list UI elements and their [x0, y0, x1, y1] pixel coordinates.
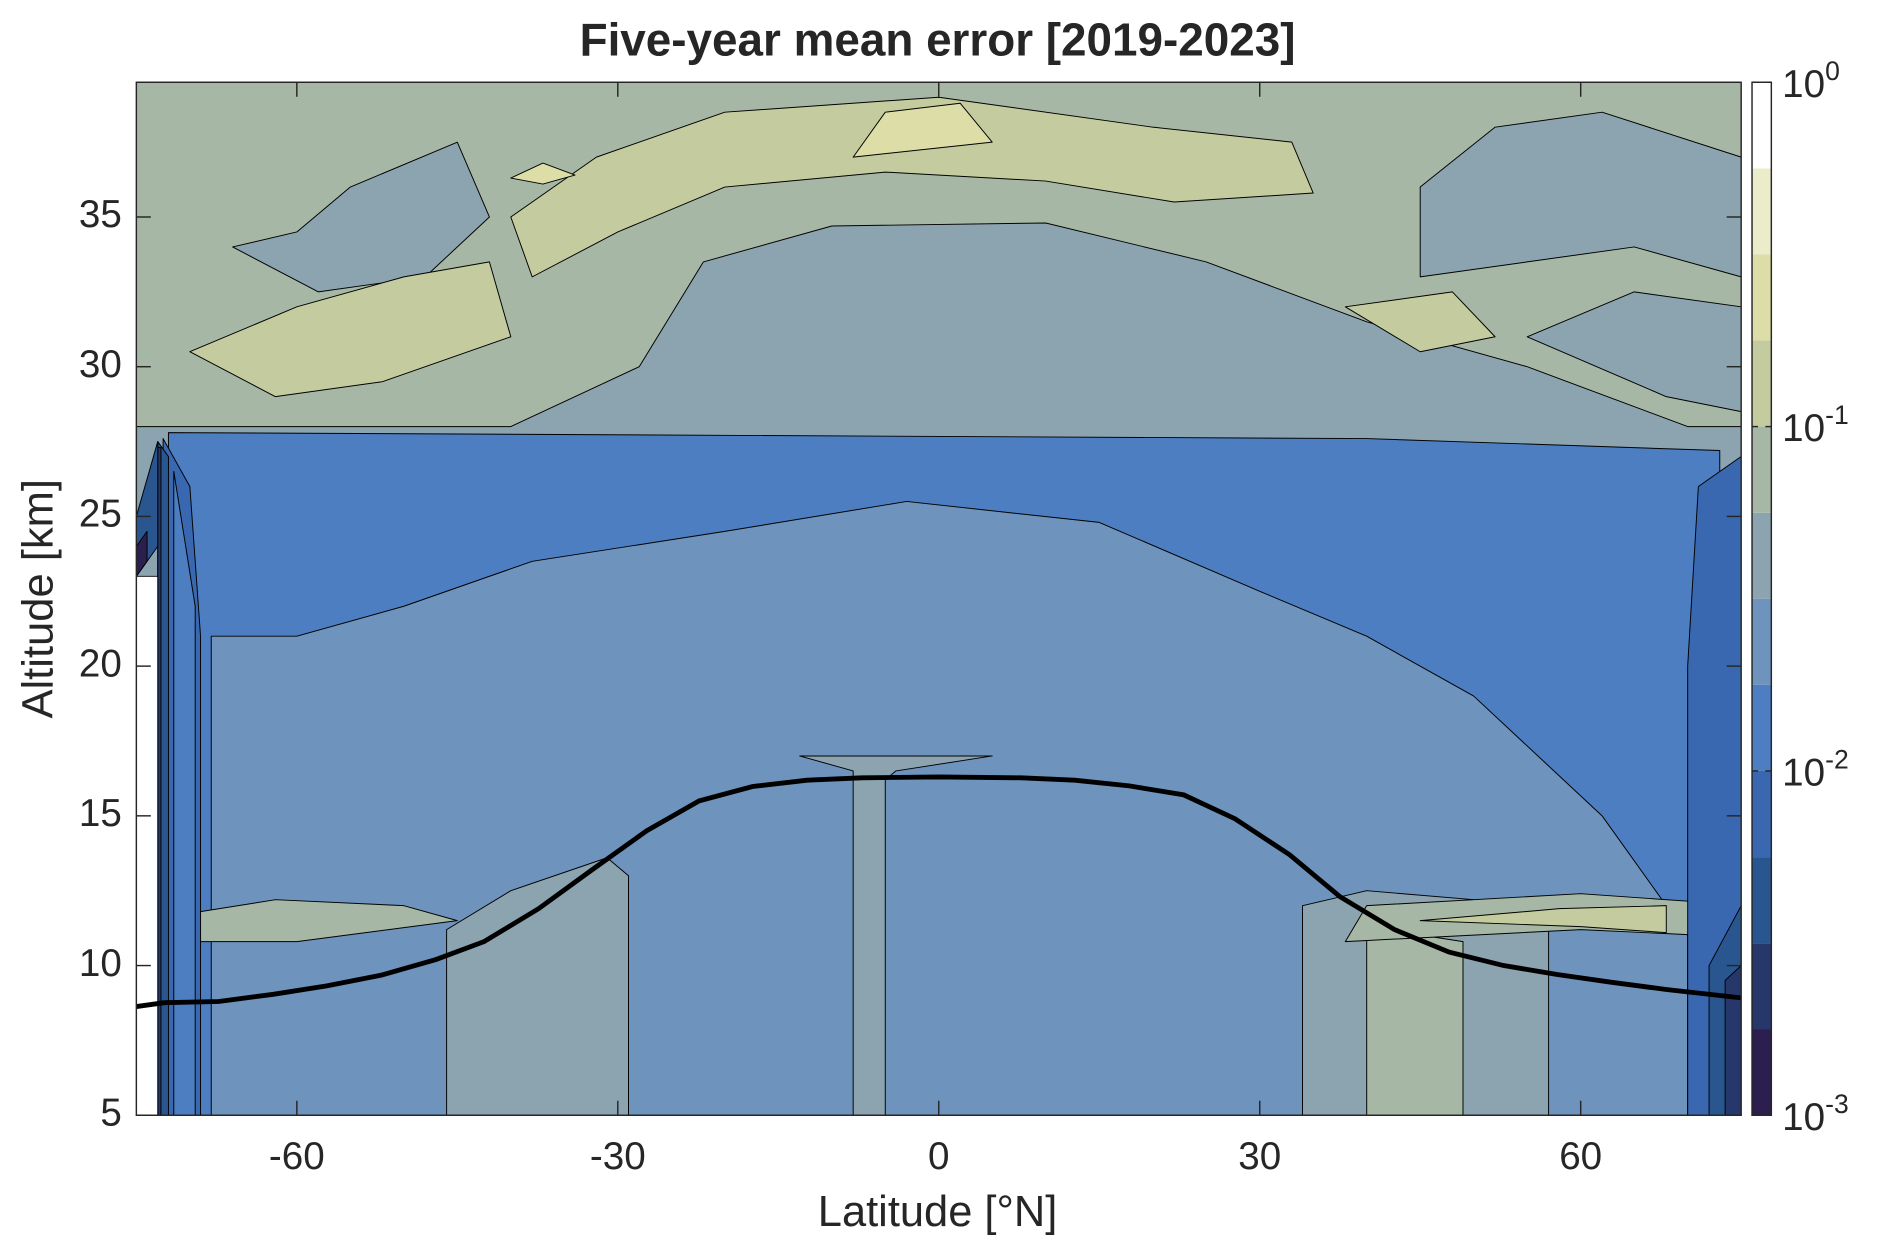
colorbar-tick-exponent: 0 — [1825, 56, 1840, 86]
contour-region — [510, 162, 576, 185]
contour-region — [1419, 905, 1667, 934]
colorbar-tick-base: 10 — [1782, 63, 1825, 106]
colorbar-tick-label: 100 — [1782, 56, 1840, 106]
colorbar-band — [1752, 857, 1772, 944]
contour-region — [232, 141, 490, 293]
x-tick-label: -60 — [269, 1135, 325, 1178]
contour-region — [136, 575, 159, 1116]
colorbar-band — [1752, 254, 1772, 341]
colorbar-band — [1752, 426, 1772, 513]
y-tick-label: 5 — [100, 1091, 121, 1134]
colorbar-tick-exponent: -3 — [1825, 1089, 1849, 1119]
y-tick-label: 35 — [79, 193, 122, 236]
contour-region — [1366, 926, 1464, 1116]
tropopause-line — [136, 774, 1742, 1009]
colorbar-band — [1752, 82, 1772, 169]
contour-region — [1419, 111, 1742, 278]
x-tick-label: 30 — [1238, 1135, 1281, 1178]
colorbar-band — [1752, 1029, 1772, 1116]
colorbar-band — [1752, 168, 1772, 255]
y-tick-label: 20 — [79, 642, 122, 685]
plot-area — [136, 82, 1742, 1116]
colorbar-band — [1752, 770, 1772, 858]
y-tick-label: 25 — [79, 493, 122, 536]
y-axis-label: Altitude [km] — [15, 479, 63, 719]
contour-region — [510, 96, 1314, 278]
colorbar-band — [1752, 598, 1772, 685]
colorbar-band — [1752, 340, 1772, 427]
colorbar-tick-base: 10 — [1782, 1096, 1825, 1139]
contour-region — [173, 471, 196, 1116]
y-tick-label: 30 — [79, 343, 122, 386]
contour-region — [1526, 291, 1742, 413]
colorbar-band — [1752, 943, 1772, 1030]
colorbar-tick-base: 10 — [1782, 407, 1825, 450]
x-tick-label: 60 — [1559, 1135, 1602, 1178]
colorbar-tick-base: 10 — [1782, 751, 1825, 794]
contour-region — [852, 102, 993, 158]
colorbar-tick-exponent: -1 — [1825, 400, 1849, 430]
chart-title: Five-year mean error [2019-2023] — [580, 14, 1296, 66]
colorbar-tick-label: 10-3 — [1782, 1089, 1849, 1139]
colorbar-tick-label: 10-1 — [1782, 400, 1849, 450]
colorbar-frame — [1751, 81, 1773, 1116]
contour-region — [189, 261, 512, 398]
x-tick-label: -30 — [590, 1135, 646, 1178]
contour-region — [799, 755, 993, 1116]
x-tick-label: 0 — [928, 1135, 949, 1178]
contour-region — [136, 530, 148, 577]
contour-region — [1724, 965, 1742, 1116]
colorbar-band — [1752, 512, 1772, 599]
x-axis-label: Latitude [°N] — [818, 1188, 1057, 1236]
contour-region — [1344, 291, 1496, 353]
colorbar-tick-label: 10-2 — [1782, 744, 1849, 794]
colorbar-band — [1752, 684, 1772, 771]
y-tick-label: 15 — [79, 792, 122, 835]
colorbar-tick-exponent: -2 — [1825, 744, 1849, 774]
y-tick-label: 10 — [79, 942, 122, 985]
